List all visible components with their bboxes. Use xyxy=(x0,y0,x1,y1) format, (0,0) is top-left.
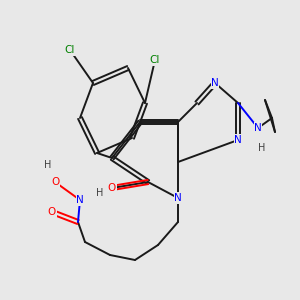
Text: O: O xyxy=(108,183,116,193)
Text: Cl: Cl xyxy=(150,55,160,65)
Text: H: H xyxy=(258,143,266,153)
Text: N: N xyxy=(76,195,84,205)
Text: N: N xyxy=(174,193,182,203)
Text: O: O xyxy=(51,177,59,187)
Text: N: N xyxy=(211,78,219,88)
Text: N: N xyxy=(254,123,262,133)
Text: Cl: Cl xyxy=(65,45,75,55)
Text: N: N xyxy=(234,135,242,145)
Text: H: H xyxy=(44,160,52,170)
Text: O: O xyxy=(48,207,56,217)
Text: H: H xyxy=(96,188,104,198)
